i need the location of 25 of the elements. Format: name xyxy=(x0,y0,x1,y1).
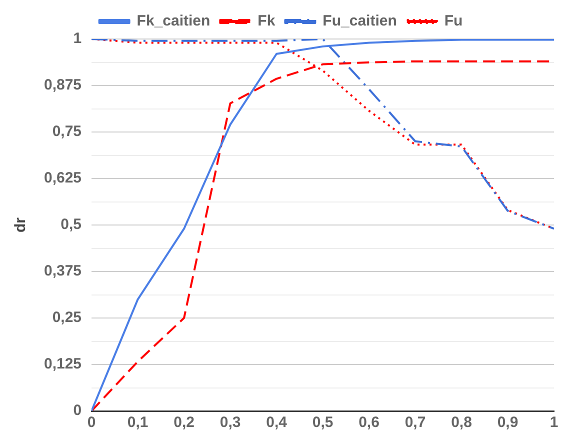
x-tick-label: 0,4 xyxy=(266,414,288,432)
y-tick-label: 0,875 xyxy=(44,76,82,94)
y-tick-label: 0,125 xyxy=(44,356,82,373)
x-tick-label: 0,8 xyxy=(451,414,472,432)
y-tick-label: 1 xyxy=(73,30,82,48)
x-tick-label: 0 xyxy=(87,414,96,432)
x-tick-label: 0,1 xyxy=(127,414,148,432)
y-tick-label: 0,5 xyxy=(60,216,82,234)
x-tick-label: 0,3 xyxy=(220,414,241,432)
y-tick-label: 0,625 xyxy=(44,170,82,187)
y-axis-title: dr xyxy=(12,217,30,232)
x-tick-label: 0,7 xyxy=(404,414,426,432)
legend-label: Fu_caitien xyxy=(322,12,397,30)
y-tick-label: 0,25 xyxy=(52,309,82,326)
y-tick-label: 0,75 xyxy=(52,123,82,140)
legend-label: Fk_caitien xyxy=(136,12,210,30)
x-tick-label: 0,6 xyxy=(358,414,380,432)
x-tick-label: 0,5 xyxy=(312,414,334,432)
x-tick-label: 0,9 xyxy=(497,414,518,432)
x-tick-label: 1 xyxy=(550,414,558,432)
x-tick-label: 0,2 xyxy=(174,414,194,432)
y-tick-label: 0 xyxy=(73,402,82,420)
y-tick-label: 0,375 xyxy=(44,262,82,280)
legend-label: Fu xyxy=(444,12,463,30)
legend-label: Fk xyxy=(258,12,276,30)
